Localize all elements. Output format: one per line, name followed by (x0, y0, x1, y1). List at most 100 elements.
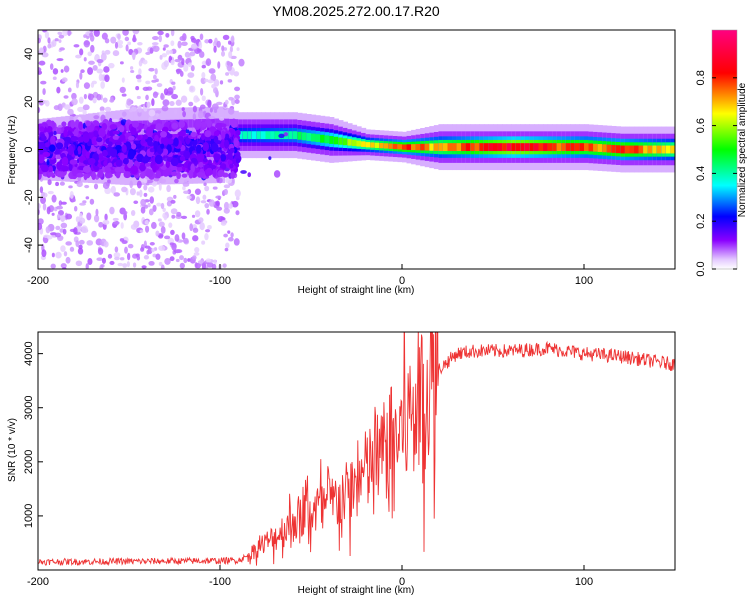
spectrogram-noise (117, 33, 121, 40)
spectrogram-noise (234, 86, 241, 92)
spectrogram-noise (130, 66, 134, 70)
spectrogram-noise (60, 69, 64, 73)
spectrogram-cell (547, 143, 553, 152)
spectrogram-cell (602, 144, 608, 153)
spectrogram-noise (51, 39, 57, 47)
spectrogram-cell (675, 127, 680, 173)
spectrogram-noise (96, 68, 104, 74)
spectrogram-noise (49, 144, 56, 152)
spectrogram-noise (50, 232, 57, 236)
spectrogram-noise (203, 182, 207, 187)
spectrogram-noise (155, 110, 162, 114)
spectrogram-noise (77, 145, 82, 155)
spectrogram-noise (179, 155, 186, 162)
spectrogram-noise (80, 69, 85, 74)
spectrogram-noise (224, 247, 229, 252)
spectrogram-noise (44, 142, 50, 148)
spectrogram-cell (392, 143, 399, 150)
spectrogram-noise (136, 153, 144, 163)
spectrogram-noise (200, 133, 206, 141)
spectrogram-noise (79, 202, 86, 206)
spectrogram-noise (149, 242, 155, 246)
spectrogram-noise (143, 179, 148, 184)
spectrogram-noise (83, 39, 91, 48)
spectrogram-noise (224, 139, 230, 149)
spectrogram-noise (109, 260, 115, 266)
spectrogram-noise (41, 52, 49, 58)
spectrogram-noise (39, 47, 44, 53)
spectrogram-noise (230, 232, 234, 238)
spectrogram-cell (379, 142, 385, 149)
spectrogram-noise (168, 222, 173, 228)
spectrogram-noise (170, 59, 175, 66)
spectrogram-noise (180, 95, 188, 103)
spectrogram-noise (205, 58, 212, 67)
spectrogram-noise (107, 179, 111, 184)
spectrogram-noise (104, 49, 111, 55)
spectrogram-noise (64, 126, 70, 131)
spectrogram-noise (198, 41, 203, 50)
spectrogram-cell (656, 145, 662, 154)
spectrogram-cell (265, 131, 271, 140)
spectrogram-noise (143, 204, 149, 209)
spectrogram-noise (162, 47, 166, 51)
spectrogram-noise (212, 123, 216, 127)
spectrogram-noise (193, 252, 200, 256)
spectrogram-noise (182, 185, 186, 191)
spectrogram-noise (101, 257, 106, 264)
spectrogram-noise (55, 225, 61, 231)
spectrogram-noise (101, 149, 108, 157)
spectrogram-noise (138, 68, 142, 75)
spectrogram-x-ticks: -200 -100 0 100 (27, 264, 593, 287)
spectrogram-cell (624, 145, 631, 154)
spectrogram-panel: -200 -100 0 100 40 20 0 -20 -40 Height of strai… (7, 29, 680, 296)
spectrogram-cell (493, 143, 499, 152)
snr-xtick-label: 100 (575, 576, 593, 588)
spectrogram-noise (73, 205, 78, 212)
spectrogram-noise (231, 200, 239, 208)
spectrogram-cell (483, 143, 490, 152)
spectrogram-noise (63, 129, 68, 138)
spectrogram-noise (165, 133, 173, 139)
spectrogram-noise (135, 143, 142, 149)
spectrogram-noise (112, 135, 119, 140)
spectrogram-noise (148, 116, 154, 123)
spectrogram-noise (69, 115, 74, 122)
spectrogram-noise (177, 54, 183, 61)
spectrogram-noise (47, 179, 52, 186)
spectrogram-noise (103, 241, 109, 248)
spectrogram-noise (137, 105, 142, 113)
spectrogram-noise (42, 203, 47, 211)
spectrogram-noise (167, 138, 174, 145)
spectrogram-noise (191, 214, 196, 218)
spectrogram-cell (397, 144, 403, 150)
spectrogram-noise (55, 181, 60, 187)
spectrogram-cell (465, 143, 471, 152)
spectrogram-noise (222, 34, 230, 40)
spectrogram-noise (82, 200, 87, 204)
spectrogram-noise (85, 120, 92, 127)
spectrogram-noise (176, 211, 182, 217)
spectrogram-noise (154, 134, 159, 142)
spectrogram-noise (62, 228, 67, 235)
spectrogram-noise (130, 209, 136, 217)
spectrogram-noise (190, 157, 197, 163)
spectrogram-noise (75, 216, 80, 223)
spectrogram-noise (93, 130, 98, 137)
spectrogram-cell (675, 146, 680, 154)
spectrogram-cell (561, 143, 567, 152)
spectrogram-noise (135, 86, 140, 91)
spectrogram-noise (59, 181, 65, 186)
spectrogram-noise (206, 119, 212, 128)
spectrogram-noise (42, 151, 51, 158)
spectrogram-y-ticks: 40 20 0 -20 -40 (23, 48, 43, 253)
spectrogram-noise (47, 37, 51, 44)
spectrogram-noise (165, 32, 170, 38)
spectrogram-noise (103, 66, 110, 73)
spectrogram-noise (148, 186, 155, 193)
spectrogram-noise (200, 200, 207, 204)
spectrogram-noise (170, 208, 178, 215)
spectrogram-noise (179, 255, 184, 261)
spectrogram-noise (93, 30, 100, 37)
